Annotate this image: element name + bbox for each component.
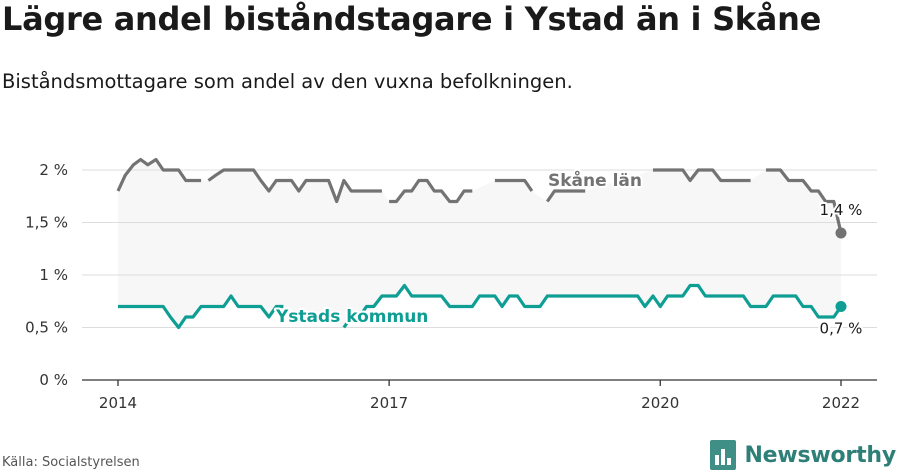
band-area — [118, 160, 841, 327]
ystad-end-label: 0,7 % — [820, 320, 863, 338]
skane-end-label: 1,4 % — [820, 201, 863, 219]
y-tick-label: 1 % — [39, 266, 68, 284]
skane-end-point — [835, 227, 847, 239]
ystad-series-label: Ystads kommun — [275, 307, 428, 327]
ystad-line-segment — [118, 294, 284, 330]
skane-line-segment — [653, 168, 751, 183]
y-tick-label: 0,5 % — [25, 319, 68, 337]
gridlines: 0 % 0,5 % 1 % 1,5 % 2 % — [25, 161, 877, 389]
x-tick-label: 2022 — [822, 394, 860, 412]
brand: Newsworthy — [710, 440, 896, 470]
x-tick-label: 2014 — [99, 394, 137, 412]
y-tick-label: 2 % — [39, 161, 68, 179]
range-band — [118, 160, 841, 327]
brand-name: Newsworthy — [744, 442, 896, 468]
newsworthy-logo-icon — [710, 440, 737, 470]
skane-line-segment — [545, 189, 586, 203]
x-tick-label: 2020 — [641, 394, 679, 412]
ystad-line-segment — [342, 283, 843, 329]
y-tick-label: 0 % — [39, 371, 68, 389]
source-note: Källa: Socialstyrelsen — [2, 455, 140, 470]
x-axis: 2014 2017 2020 2022 — [82, 379, 877, 412]
labels: Skåne län Ystads kommun 1,4 % 0,7 % — [273, 167, 864, 340]
skane-line-segment — [116, 157, 202, 192]
skane-line-segment — [207, 168, 382, 204]
skane-line-segment — [766, 168, 843, 234]
ystad-end-point — [835, 301, 847, 312]
y-tick-label: 1,5 % — [25, 214, 68, 232]
series-lines — [116, 157, 847, 330]
skane-series-label: Skåne län — [548, 169, 642, 191]
chart-subtitle: Biståndsmottagare som andel av den vuxna… — [2, 70, 573, 93]
skane-line-segment — [494, 178, 534, 192]
skane-line-segment — [389, 178, 473, 204]
page-title: Lägre andel biståndstagare i Ystad än i … — [2, 0, 821, 38]
x-tick-label: 2017 — [370, 394, 408, 412]
